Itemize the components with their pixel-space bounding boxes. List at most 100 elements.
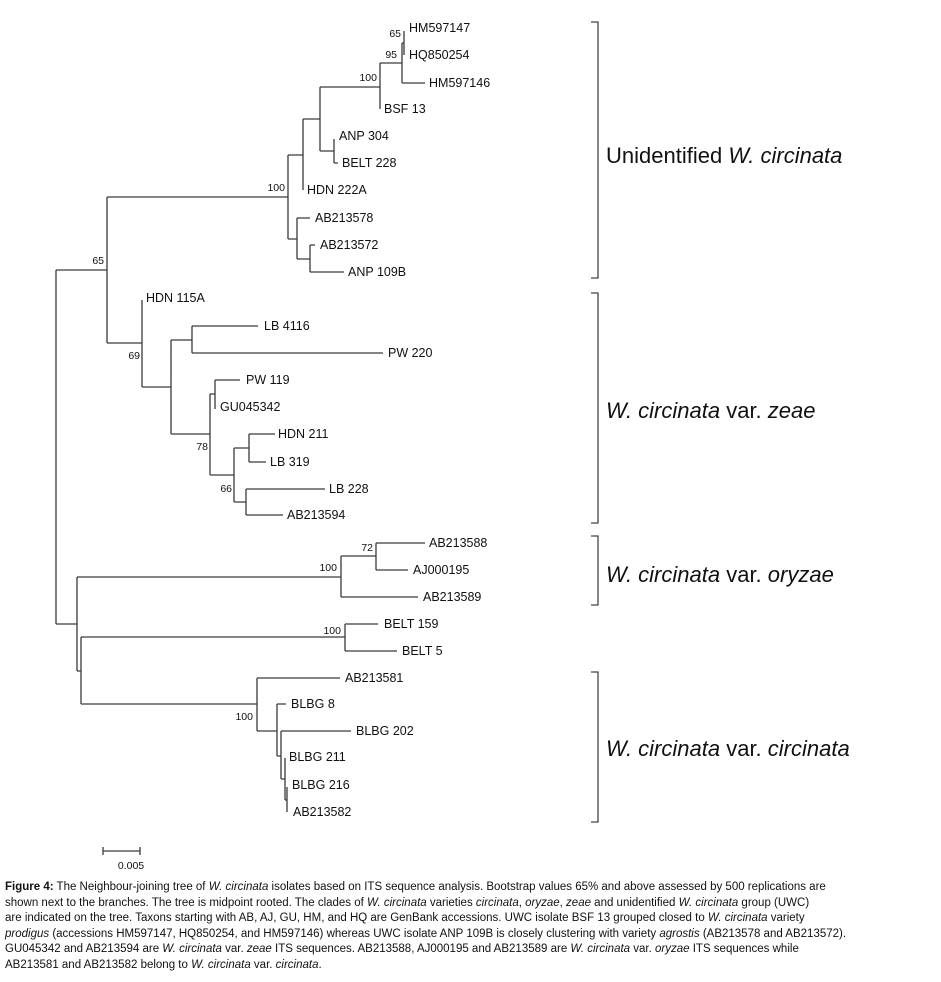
caption-text: group (UWC) xyxy=(738,896,810,909)
tree-branches xyxy=(55,31,425,812)
caption-text: prodigus xyxy=(5,927,50,940)
caption-text: (accessions HM597147, HQ850254, and HM59… xyxy=(49,927,660,940)
bracket-oryzae xyxy=(591,535,599,606)
caption-text: W. circinata xyxy=(367,896,427,909)
caption-text: var. xyxy=(630,943,655,956)
bracket-uwc xyxy=(591,21,599,279)
taxon-label: HDN 211 xyxy=(278,427,329,441)
taxon-label: HDN 222A xyxy=(307,183,367,197)
taxon-label: HQ850254 xyxy=(409,48,470,62)
caption-text: AB213581 and AB213582 belong to xyxy=(5,958,192,971)
caption-line: Figure 4: The Neighbour-joining tree of … xyxy=(5,880,935,896)
clade-label-species: W. circinata xyxy=(728,143,842,168)
caption-text: oryzae xyxy=(525,896,560,909)
taxon-label: BELT 228 xyxy=(342,156,396,170)
taxon-label: BLBG 8 xyxy=(291,697,335,711)
clade-label-uwc: Unidentified W. circinata xyxy=(606,143,842,168)
caption-text: W. circinata xyxy=(208,881,269,893)
caption-text: agrostis xyxy=(659,927,700,940)
taxon-label: BLBG 202 xyxy=(356,724,414,738)
caption-text: ITS sequences while xyxy=(689,943,799,956)
clade-label-species: W. circinata xyxy=(606,736,720,761)
caption-text: var. xyxy=(250,958,276,971)
bootstrap-value: 95 xyxy=(385,49,397,61)
taxon-label: PW 119 xyxy=(246,373,290,387)
caption-text: , xyxy=(559,896,567,909)
caption-text: oryzae xyxy=(655,943,690,956)
taxon-label: AJ000195 xyxy=(413,563,469,577)
caption-text: W. circinata xyxy=(162,943,222,956)
phylogenetic-tree: HM597147 HQ850254 HM597146 BSF 13 ANP 30… xyxy=(55,21,850,872)
branch-circinata-clade xyxy=(81,677,351,812)
taxon-label: HDN 115A xyxy=(146,291,205,305)
taxon-label: AB213578 xyxy=(315,211,373,225)
caption-text: (AB213578 and AB213572). xyxy=(699,927,847,940)
bootstrap-value: 100 xyxy=(323,625,341,637)
clade-label-species: W. circinata xyxy=(606,562,720,587)
bootstrap-value: 65 xyxy=(389,28,401,40)
caption-text: W. circinata xyxy=(678,896,739,909)
taxon-label: BSF 13 xyxy=(384,102,426,116)
caption-text: isolates based on ITS sequence analysis.… xyxy=(268,881,826,893)
caption-line: GU045342 and AB213594 are W. circinata v… xyxy=(5,942,935,958)
taxon-label: AB213594 xyxy=(287,508,345,522)
scale-bar-label: 0.005 xyxy=(118,860,144,872)
bootstrap-value: 100 xyxy=(235,711,253,723)
caption-text: circinata xyxy=(275,958,319,971)
clade-label-text: var. xyxy=(720,398,768,423)
branch-zeae-clade xyxy=(107,300,383,516)
caption-text: W. circinata xyxy=(570,943,631,956)
caption-line: shown next to the branches. The tree is … xyxy=(5,896,935,912)
taxon-label: LB 4116 xyxy=(264,319,310,333)
caption-text: are indicated on the tree. Taxons starti… xyxy=(5,912,708,925)
clade-label-species: W. circinata xyxy=(606,398,720,423)
clade-labels: Unidentified W. circinata W. circinata v… xyxy=(606,143,850,761)
caption-text: The Neighbour-joining tree of xyxy=(53,881,209,893)
clade-label-oryzae: W. circinata var. oryzae xyxy=(606,562,834,587)
clade-label-text: var. xyxy=(720,562,768,587)
clade-label-circinata: W. circinata var. circinata xyxy=(606,736,850,761)
taxon-label: PW 220 xyxy=(388,346,433,360)
taxon-label: AB213572 xyxy=(320,238,378,252)
bootstrap-value: 100 xyxy=(319,562,337,574)
bootstrap-value: 65 xyxy=(92,255,104,267)
bootstrap-value: 72 xyxy=(361,542,373,554)
scale-bar: 0.005 xyxy=(102,847,144,872)
taxon-label: BELT 5 xyxy=(402,644,443,658)
caption-text: circinata xyxy=(475,896,519,909)
taxon-label: BLBG 216 xyxy=(292,778,350,792)
figure-caption: Figure 4: The Neighbour-joining tree of … xyxy=(5,880,935,974)
branch-uwc-clade xyxy=(107,31,425,273)
caption-text: W. circinata xyxy=(191,958,251,971)
caption-text: . xyxy=(318,958,322,971)
clade-label-variety: oryzae xyxy=(768,562,834,587)
caption-text: , xyxy=(518,896,526,909)
caption-text: and unidentified xyxy=(590,896,679,909)
taxon-label: AB213588 xyxy=(429,536,487,550)
branch-belt-clade xyxy=(77,623,397,704)
bracket-zeae xyxy=(591,292,599,524)
caption-text: var. xyxy=(221,943,247,956)
caption-text: zeae xyxy=(566,896,591,909)
taxon-label: AB213581 xyxy=(345,671,403,685)
clade-label-text: var. xyxy=(720,736,768,761)
bootstrap-values: 65 95 100 100 65 69 78 66 72 100 100 100 xyxy=(92,28,401,723)
taxon-label: AB213582 xyxy=(293,805,351,819)
taxon-label: BELT 159 xyxy=(384,617,438,631)
bracket-circinata xyxy=(591,671,599,823)
clade-label-zeae: W. circinata var. zeae xyxy=(606,398,816,423)
caption-text: GU045342 and AB213594 are xyxy=(5,943,163,956)
clade-label-variety: circinata xyxy=(768,736,850,761)
bootstrap-value: 69 xyxy=(128,350,140,362)
bootstrap-value: 78 xyxy=(196,441,208,453)
branch-oryzae-clade xyxy=(56,542,425,671)
caption-text: varieties xyxy=(426,896,476,909)
bootstrap-value: 100 xyxy=(267,182,285,194)
caption-text: W. circinata xyxy=(707,912,768,925)
clade-label-text: Unidentified xyxy=(606,143,728,168)
taxon-label: ANP 109B xyxy=(348,265,406,279)
caption-text: variety xyxy=(767,912,805,925)
taxon-label: HM597147 xyxy=(409,21,470,35)
scale-bar-line xyxy=(102,847,141,855)
bootstrap-value: 66 xyxy=(220,483,232,495)
